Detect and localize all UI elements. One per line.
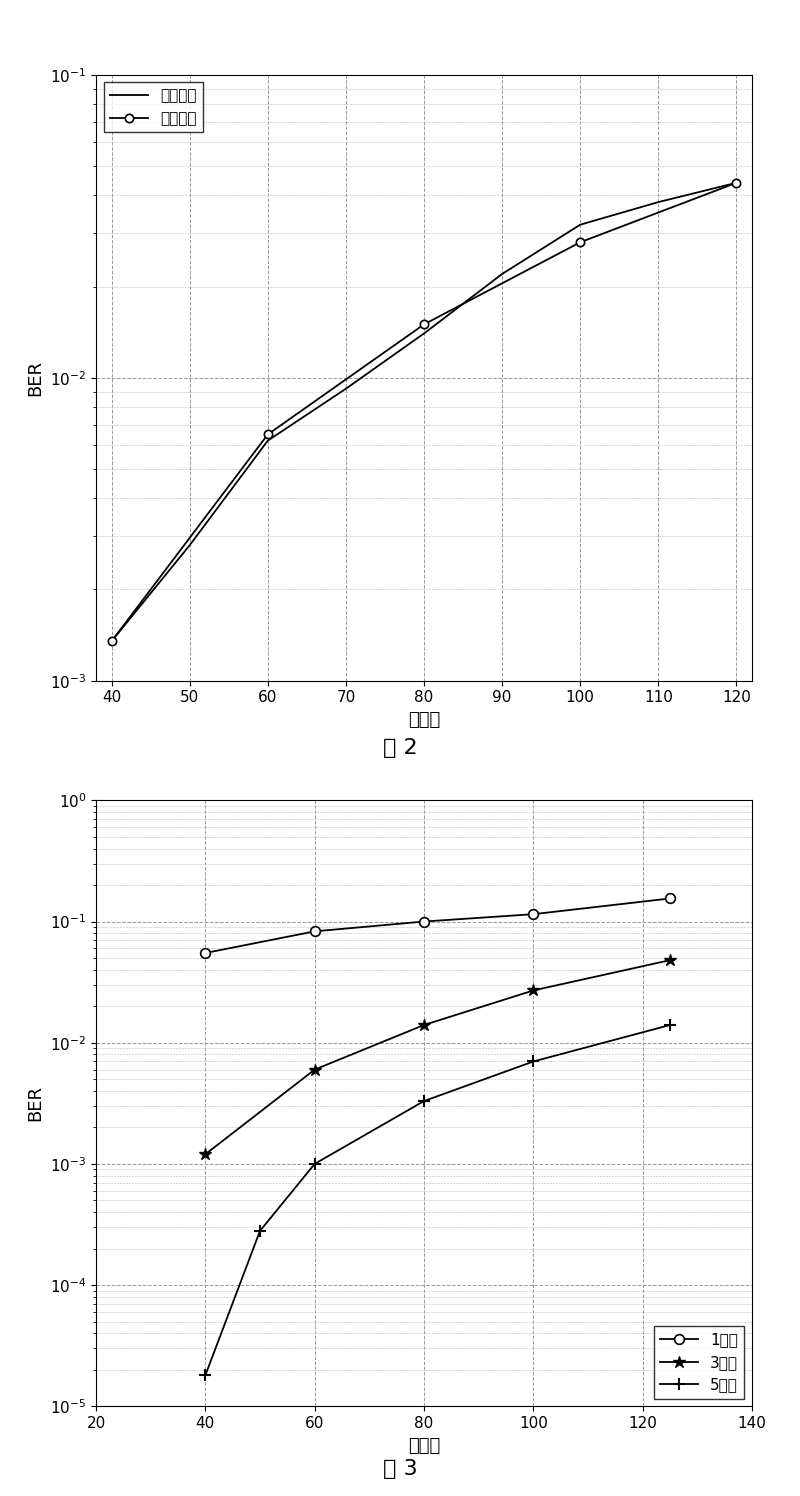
5阵元 [310,1155,319,1173]
5阵元 [529,1053,538,1071]
次优合并 [731,174,741,191]
次优合并 [419,316,429,334]
最优合并 [263,432,273,450]
1阵元 [310,923,319,941]
5阵元 [201,1366,210,1384]
Line: 最优合并: 最优合并 [112,183,736,642]
5阵元 [419,1092,429,1110]
3阵元 [201,1146,210,1164]
Line: 3阵元: 3阵元 [199,954,676,1161]
最优合并 [654,193,663,211]
Line: 1阵元: 1阵元 [201,893,675,957]
1阵元 [419,913,429,931]
最优合并 [107,633,117,651]
Y-axis label: BER: BER [26,359,44,396]
3阵元 [529,981,538,999]
Text: 图 3: 图 3 [382,1459,418,1480]
3阵元 [419,1016,429,1034]
X-axis label: 用户数: 用户数 [408,1436,440,1454]
次优合并 [263,425,273,443]
3阵元 [310,1061,319,1079]
1阵元 [529,905,538,923]
3阵元 [666,951,675,969]
最优合并 [341,380,350,398]
1阵元 [201,944,210,962]
Line: 5阵元: 5阵元 [200,1019,675,1381]
1阵元 [666,890,675,908]
5阵元 [255,1222,265,1240]
次优合并 [575,233,585,251]
Legend: 最优合并, 次优合并: 最优合并, 次优合并 [104,82,202,132]
Y-axis label: BER: BER [26,1085,44,1122]
X-axis label: 用户数: 用户数 [408,711,440,729]
Legend: 1阵元, 3阵元, 5阵元: 1阵元, 3阵元, 5阵元 [654,1325,744,1399]
最优合并 [731,174,741,191]
最优合并 [498,265,507,283]
5阵元 [666,1016,675,1034]
最优合并 [575,215,585,233]
Line: 次优合并: 次优合并 [107,178,741,645]
最优合并 [185,536,194,554]
次优合并 [107,633,117,651]
Text: 图 2: 图 2 [382,738,418,758]
最优合并 [419,325,429,343]
